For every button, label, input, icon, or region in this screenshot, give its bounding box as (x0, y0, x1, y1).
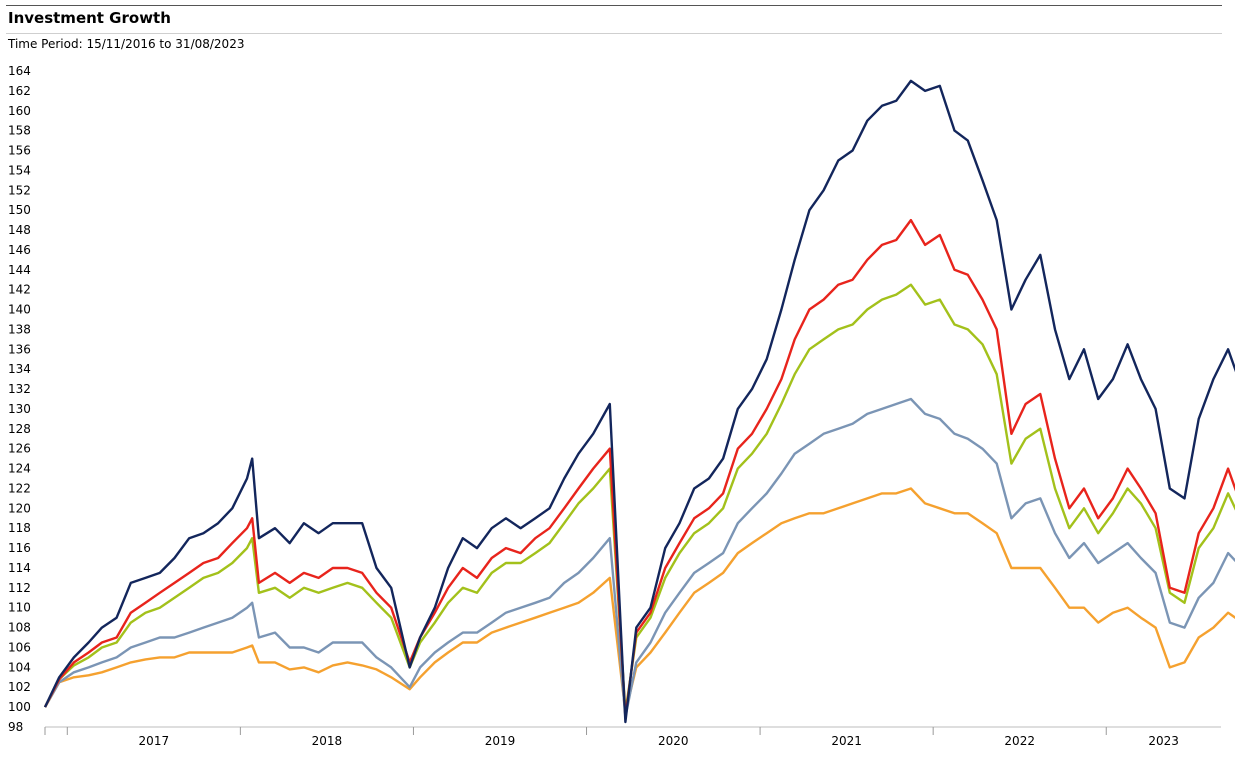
y-tick-label: 158 (8, 124, 31, 138)
y-tick-label: 130 (8, 402, 31, 416)
y-tick-label: 148 (8, 223, 31, 237)
chart-title: Investment Growth (8, 9, 171, 27)
series-line-3 (43, 283, 1235, 714)
y-tick-label: 160 (8, 104, 31, 118)
y-tick-label: 128 (8, 422, 31, 436)
x-axis: 2017 2018 2019 2020 2021 2022 2023 (44, 726, 1221, 748)
series-line-2 (43, 218, 1235, 719)
y-tick-label: 146 (8, 243, 31, 257)
x-tick-label: 2023 (1148, 734, 1179, 748)
y-tick-label: 138 (8, 322, 31, 336)
y-tick-label: 120 (8, 501, 31, 515)
y-tick-label: 136 (8, 342, 31, 356)
y-tick-label: 162 (8, 84, 31, 98)
y-tick-label: 102 (8, 680, 31, 694)
y-tick-label: 154 (8, 163, 31, 177)
y-tick-label: 134 (8, 362, 31, 376)
x-tick-label: 2022 (1004, 734, 1035, 748)
y-tick-label: 142 (8, 283, 31, 297)
y-tick-label: 118 (8, 521, 31, 535)
y-tick-label: 100 (8, 700, 31, 714)
y-tick-label: 110 (8, 601, 31, 615)
y-axis: 98 100 102 104 106 108 110 112 114 116 118 120 122 12… (8, 64, 31, 734)
y-tick-label: 106 (8, 640, 31, 654)
x-tick-label: 2017 (139, 734, 170, 748)
y-tick-label: 98 (8, 720, 23, 734)
y-tick-label: 150 (8, 203, 31, 217)
x-tick-label: 2020 (658, 734, 689, 748)
y-tick-label: 126 (8, 442, 31, 456)
time-period-subtitle: Time Period: 15/11/2016 to 31/08/2023 (8, 37, 245, 51)
series-line-4 (43, 397, 1235, 719)
series-line-5 (43, 487, 1235, 714)
y-tick-label: 124 (8, 462, 31, 476)
y-tick-label: 152 (8, 183, 31, 197)
y-tick-label: 122 (8, 481, 31, 495)
y-tick-label: 140 (8, 303, 31, 317)
top-rule (6, 5, 1222, 6)
y-tick-label: 104 (8, 660, 31, 674)
y-tick-label: 114 (8, 561, 31, 575)
series-line-1 (43, 79, 1235, 724)
title-divider (6, 33, 1222, 34)
x-tick-label: 2018 (312, 734, 343, 748)
y-tick-label: 112 (8, 581, 31, 595)
x-tick-label: 2019 (485, 734, 516, 748)
y-tick-label: 156 (8, 144, 31, 158)
x-tick-label: 2021 (831, 734, 862, 748)
y-tick-label: 144 (8, 263, 31, 277)
y-tick-label: 132 (8, 382, 31, 396)
y-tick-label: 164 (8, 64, 31, 78)
series-layer (43, 79, 1235, 724)
y-tick-label: 116 (8, 541, 31, 555)
y-tick-label: 108 (8, 621, 31, 635)
